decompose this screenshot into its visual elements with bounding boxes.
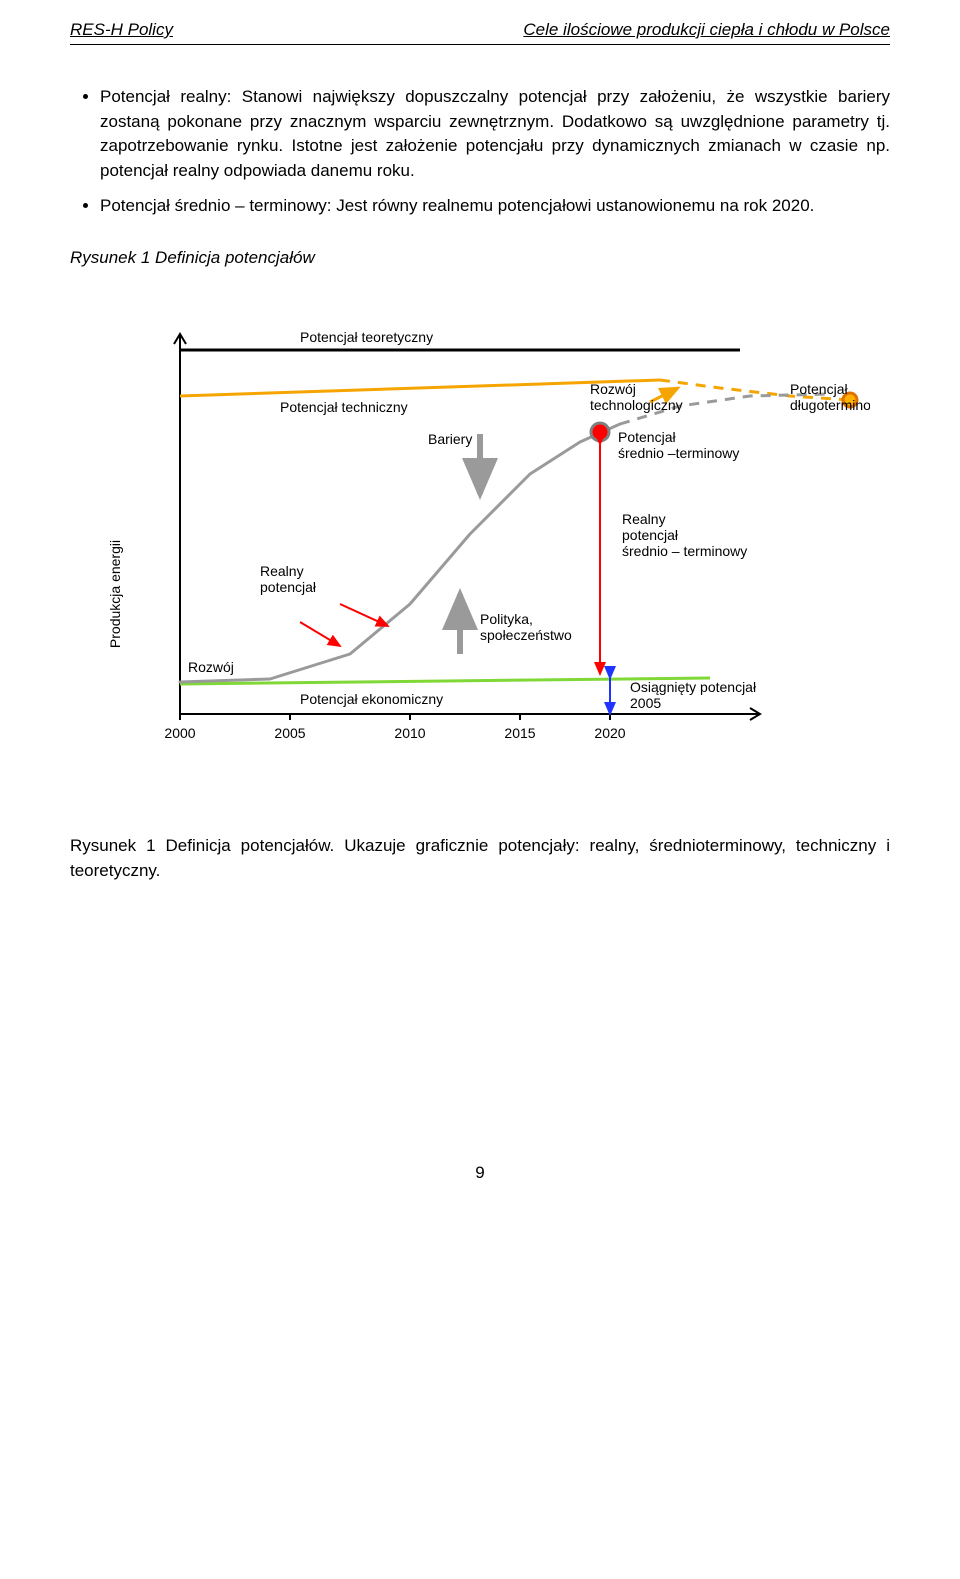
svg-text:Rozwój: Rozwój xyxy=(188,659,234,675)
svg-text:2005: 2005 xyxy=(274,725,305,741)
svg-text:Potencjał teoretyczny: Potencjał teoretyczny xyxy=(300,329,433,345)
svg-text:Osiągnięty potencjał: Osiągnięty potencjał xyxy=(630,679,757,695)
svg-text:Potencjał: Potencjał xyxy=(618,429,676,445)
svg-text:Rozwój: Rozwój xyxy=(590,381,636,397)
svg-text:2010: 2010 xyxy=(394,725,425,741)
svg-text:Produkcja energii: Produkcja energii xyxy=(107,540,123,648)
svg-text:2000: 2000 xyxy=(164,725,195,741)
svg-text:2020: 2020 xyxy=(594,725,625,741)
svg-text:2015: 2015 xyxy=(504,725,535,741)
page: RES-H Policy Cele ilościowe produkcji ci… xyxy=(0,0,960,1223)
svg-text:potencjał: potencjał xyxy=(622,527,679,543)
page-number: 9 xyxy=(70,1163,890,1183)
svg-text:Potencjał techniczny: Potencjał techniczny xyxy=(280,399,408,415)
svg-text:średnio –terminowy: średnio –terminowy xyxy=(618,445,739,461)
svg-text:technologiczny: technologiczny xyxy=(590,397,683,413)
svg-text:Realny: Realny xyxy=(622,511,666,527)
svg-text:Potencjał: Potencjał xyxy=(790,381,848,397)
svg-text:potencjał: potencjał xyxy=(260,579,317,595)
chart-container: Produkcja energii 2000 2005 2010 2015 2020 Pot… xyxy=(70,284,890,764)
header-rule xyxy=(70,44,890,45)
figure-caption-2: Rysunek 1 Definicja potencjałów. Ukazuje… xyxy=(70,834,890,883)
header-row: RES-H Policy Cele ilościowe produkcji ci… xyxy=(70,20,890,40)
header-right: Cele ilościowe produkcji ciepła i chłodu… xyxy=(523,20,890,40)
bullet-list: Potencjał realny: Stanowi największy dop… xyxy=(70,85,890,218)
bullet-item: Potencjał średnio – terminowy: Jest równ… xyxy=(100,194,890,219)
svg-text:Realny: Realny xyxy=(260,563,304,579)
svg-text:2005: 2005 xyxy=(630,695,661,711)
figure-caption: Rysunek 1 Definicja potencjałów xyxy=(70,248,890,268)
svg-text:długoterminowy: długoterminowy xyxy=(790,397,870,413)
svg-text:średnio – terminowy: średnio – terminowy xyxy=(622,543,747,559)
svg-text:społeczeństwo: społeczeństwo xyxy=(480,627,572,643)
header-left: RES-H Policy xyxy=(70,20,173,40)
svg-text:Potencjał ekonomiczny: Potencjał ekonomiczny xyxy=(300,691,443,707)
bullet-item: Potencjał realny: Stanowi największy dop… xyxy=(100,85,890,184)
svg-text:Bariery: Bariery xyxy=(428,431,472,447)
chart-svg: Produkcja energii 2000 2005 2010 2015 2020 Pot… xyxy=(90,284,870,764)
svg-text:Polityka,: Polityka, xyxy=(480,611,533,627)
